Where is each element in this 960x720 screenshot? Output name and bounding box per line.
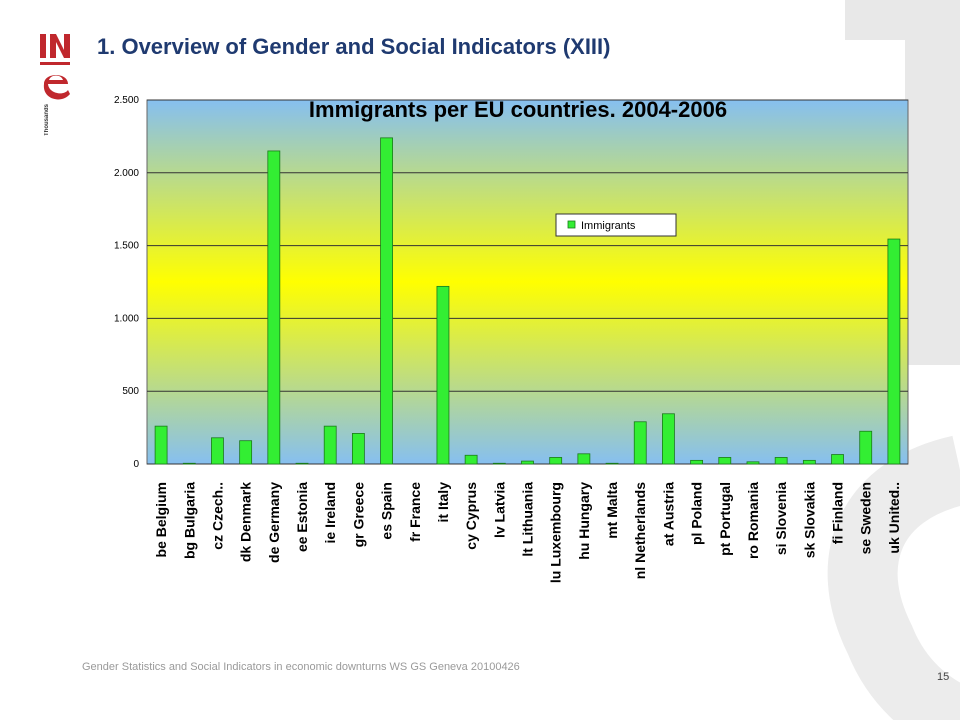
x-tick-label: sk Slovakia: [801, 482, 817, 558]
x-tick-label: gr Greece: [350, 482, 366, 548]
page-number: 15: [937, 671, 950, 683]
slide-title: 1. Overview of Gender and Social Indicat…: [97, 34, 611, 59]
y-tick-label: 2.000: [114, 168, 139, 179]
bar-gr: [351, 433, 365, 465]
y-tick-label: 1.500: [114, 241, 139, 252]
bar-mt: [605, 462, 619, 465]
bar-pl: [690, 459, 704, 465]
bar-dk: [239, 440, 253, 465]
bar-ie: [323, 425, 337, 465]
bar-de: [267, 150, 281, 465]
ine-logo: [40, 34, 70, 100]
bar-ee: [295, 462, 309, 465]
bar-bg: [182, 462, 196, 465]
x-tick-label: lv Latvia: [491, 482, 507, 538]
x-tick-label: se Sweden: [858, 482, 874, 554]
x-tick-label: fr France: [407, 482, 423, 542]
bar-nl: [633, 421, 647, 465]
x-tick-label: dk Denmark: [238, 482, 254, 562]
bar-be: [154, 425, 168, 465]
x-tick-label: lt Lithuania: [520, 482, 536, 557]
bar-hu: [577, 453, 591, 465]
x-tick-label: nl Netherlands: [632, 482, 648, 579]
y-tick-label: 500: [122, 386, 139, 397]
bar-fi: [831, 454, 844, 465]
x-tick-label: ro Romania: [745, 482, 761, 559]
x-tick-label: ee Estonia: [294, 482, 310, 552]
x-tick-label: lu Luxembourg: [548, 482, 564, 583]
bar-es: [380, 137, 393, 465]
x-tick-labels: be Belgium bg Bulgaria cz Czech.. dk Denmar…: [153, 482, 902, 583]
y-tick-labels: 0 500 1.000 1.500 2.000 2.500: [114, 95, 139, 470]
plot-area: [146, 99, 909, 465]
x-tick-label: mt Malta: [604, 482, 620, 539]
y-tick-label: 2.500: [114, 95, 139, 106]
bar-lt: [521, 460, 534, 465]
x-tick-label: fi Finland: [830, 482, 846, 544]
x-tick-label: de Germany: [266, 482, 282, 563]
x-tick-label: uk United..: [886, 482, 902, 554]
y-tick-label: 1.000: [114, 313, 139, 324]
x-tick-label: it Italy: [435, 482, 451, 523]
x-tick-label: cy Cyprus: [463, 482, 479, 550]
x-tick-label: cz Czech..: [209, 482, 225, 550]
legend: Immigrants: [555, 213, 677, 237]
x-tick-label: at Austria: [660, 482, 676, 546]
bar-at: [662, 413, 675, 465]
x-tick-label: ie Ireland: [322, 482, 338, 543]
x-tick-label: si Slovenia: [773, 482, 789, 555]
bar-lu: [549, 457, 563, 465]
x-tick-label: be Belgium: [153, 482, 169, 557]
y-tick-label: 0: [133, 459, 139, 470]
x-tick-label: hu Hungary: [576, 482, 592, 560]
bars: [154, 137, 901, 465]
bar-it: [436, 285, 450, 465]
bar-pt: [718, 457, 732, 465]
bar-uk: [887, 238, 901, 465]
chart-title: Immigrants per EU countries. 2004-2006: [309, 97, 727, 122]
legend-label: Immigrants: [581, 220, 636, 232]
bar-sk: [802, 459, 816, 465]
x-tick-label: es Spain: [379, 482, 395, 540]
legend-swatch: [567, 220, 576, 229]
bar-cz: [211, 437, 224, 465]
bar-si: [774, 457, 788, 465]
x-tick-label: bg Bulgaria: [181, 482, 197, 559]
bar-cy: [464, 454, 478, 465]
x-tick-label: pt Portugal: [717, 482, 733, 556]
bar-lv: [492, 462, 506, 465]
bar-se: [859, 430, 873, 465]
ine-logo-letters: [40, 34, 70, 100]
legend-box: [555, 213, 677, 237]
bar-ro: [746, 461, 760, 465]
x-tick-label: pl Poland: [689, 482, 705, 545]
footer-text: Gender Statistics and Social Indicators …: [82, 661, 520, 673]
